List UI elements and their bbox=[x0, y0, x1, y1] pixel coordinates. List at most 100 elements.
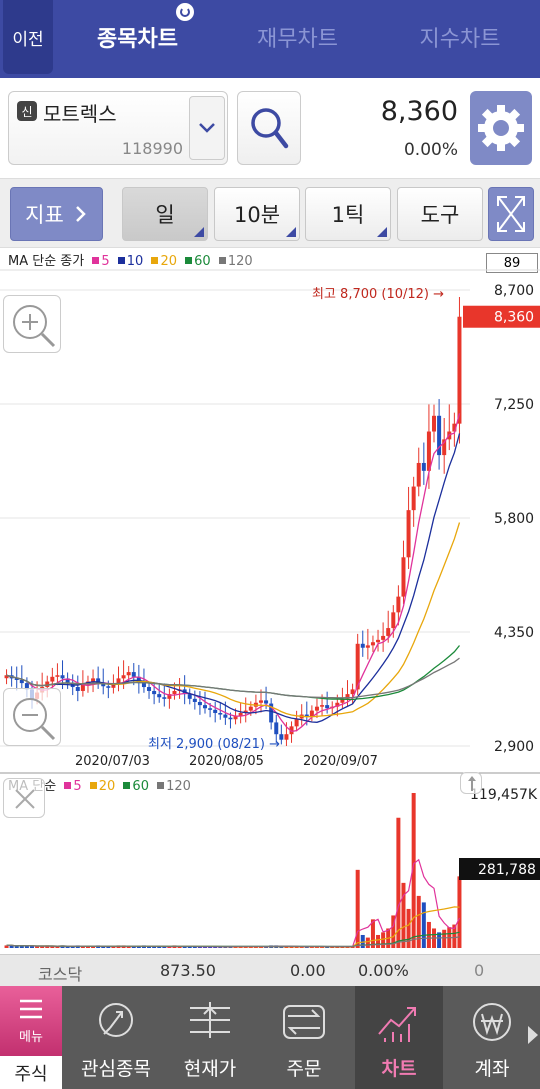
indicator-button[interactable]: 지표 bbox=[10, 187, 103, 241]
volume-bar bbox=[192, 946, 197, 948]
tools-button[interactable]: 도구 bbox=[397, 187, 483, 241]
ma120-legend: 120 bbox=[227, 254, 253, 269]
menu-top: 메뉴 bbox=[0, 986, 62, 1056]
candle-body bbox=[350, 689, 355, 695]
tab-financial-chart[interactable]: 재무차트 bbox=[257, 27, 338, 52]
visible-count-box[interactable]: 89 bbox=[486, 253, 538, 273]
search-button[interactable] bbox=[237, 91, 301, 165]
candle-body bbox=[416, 462, 421, 487]
zoom-out-button[interactable] bbox=[3, 688, 61, 746]
chart-area[interactable]: MA 단순 종가 5 10 20 60 120 89 8,700 7,250 5,8… bbox=[0, 248, 540, 954]
resize-panel-button[interactable] bbox=[460, 772, 482, 794]
x-tick-label: 2020/08/05 bbox=[189, 754, 264, 769]
volume-bar bbox=[279, 946, 284, 948]
expand-icon bbox=[497, 196, 525, 232]
volume-bar bbox=[401, 882, 406, 948]
candle-body bbox=[376, 639, 381, 643]
ma60-legend: 60 bbox=[194, 254, 211, 269]
nav-chart[interactable]: 차트 bbox=[355, 986, 443, 1089]
candle-body bbox=[213, 709, 218, 713]
candle-body bbox=[355, 643, 360, 690]
volume-bar bbox=[157, 946, 162, 948]
candle-body bbox=[157, 694, 162, 698]
candle-body bbox=[65, 678, 70, 684]
close-volume-button[interactable] bbox=[3, 778, 45, 818]
candle-body bbox=[401, 557, 406, 597]
candle-body bbox=[197, 701, 202, 706]
candle-body bbox=[320, 705, 325, 707]
candle-body bbox=[437, 415, 442, 456]
volume-bar bbox=[35, 946, 40, 948]
period-1tick-button[interactable]: 1틱 bbox=[305, 187, 391, 241]
stock-name: 모트렉스 bbox=[43, 102, 117, 126]
back-button[interactable]: 이전 bbox=[3, 0, 53, 74]
candle-body bbox=[192, 698, 197, 702]
volume-bar bbox=[29, 945, 34, 948]
period-10min-button[interactable]: 10분 bbox=[214, 187, 300, 241]
period-daily-button[interactable]: 일 bbox=[122, 187, 208, 241]
nav-order[interactable]: 주문 bbox=[260, 986, 348, 1089]
candle-body bbox=[24, 683, 29, 690]
stock-dropdown-button[interactable] bbox=[189, 96, 225, 160]
volume-max-label: 119,457K bbox=[470, 787, 538, 803]
candle-body bbox=[258, 700, 263, 703]
candle-body bbox=[411, 486, 416, 511]
candle-body bbox=[55, 675, 60, 677]
volume-bar bbox=[4, 945, 9, 948]
refresh-icon[interactable] bbox=[174, 1, 196, 23]
settings-button[interactable] bbox=[470, 91, 532, 165]
candle-body bbox=[360, 643, 365, 648]
new-badge: 신 bbox=[17, 101, 37, 121]
menu-button[interactable]: 메뉴 주식 bbox=[0, 986, 62, 1089]
tab-stock-chart[interactable]: 종목차트 bbox=[97, 27, 178, 52]
candle-body bbox=[4, 675, 9, 679]
nav-current-price[interactable]: 현재가 bbox=[166, 986, 254, 1089]
tab-index-chart[interactable]: 지수차트 bbox=[419, 27, 501, 52]
volume-bar bbox=[381, 932, 386, 948]
candle-body bbox=[442, 439, 447, 456]
current-price-tag-label: 8,360 bbox=[494, 310, 534, 326]
y-tick-label: 5,800 bbox=[494, 511, 534, 527]
stock-selector[interactable]: 신 모트렉스 118990 bbox=[8, 91, 228, 165]
nav-more-arrow[interactable] bbox=[528, 1026, 538, 1044]
candle-body bbox=[147, 687, 152, 691]
vol-ma60-legend: 60 bbox=[132, 779, 149, 794]
resize-arrow-icon bbox=[468, 776, 476, 791]
nav-watchlist[interactable]: 관심종목 bbox=[72, 986, 160, 1089]
y-tick-label: 7,250 bbox=[494, 397, 534, 413]
low-annotation: 최저 2,900 (08/21) → bbox=[148, 737, 280, 752]
vol-ma5-legend: 5 bbox=[73, 779, 82, 794]
zoom-in-button[interactable] bbox=[3, 295, 61, 353]
candle-body bbox=[121, 675, 126, 679]
price-legend-type: MA 단순 종가 bbox=[8, 254, 85, 269]
candle-body bbox=[365, 645, 370, 648]
ma10-line bbox=[6, 433, 461, 723]
vol-ma120-legend: 120 bbox=[166, 779, 191, 794]
nav-account[interactable]: 계좌 bbox=[448, 986, 536, 1089]
candle-body bbox=[19, 679, 24, 684]
volume-ma120-line bbox=[6, 936, 460, 947]
fullscreen-button[interactable] bbox=[488, 187, 534, 241]
candle-body bbox=[91, 678, 96, 682]
candle-body bbox=[50, 676, 55, 682]
candle-body bbox=[131, 672, 136, 677]
menu-label: 메뉴 bbox=[19, 1029, 43, 1045]
candle-body bbox=[218, 712, 223, 715]
candle-body bbox=[106, 686, 111, 688]
zoom-in-icon bbox=[13, 305, 56, 348]
x-tick-label: 2020/07/03 bbox=[75, 754, 150, 769]
stock-code: 118990 bbox=[121, 139, 183, 158]
volume-bar bbox=[162, 946, 167, 948]
candle-body bbox=[126, 672, 131, 676]
volume-bar bbox=[294, 946, 299, 948]
zoom-out-icon bbox=[13, 698, 56, 741]
index-change-percent: 0.00% bbox=[358, 961, 409, 980]
candle-body bbox=[45, 681, 50, 688]
search-icon bbox=[251, 108, 289, 149]
volume-bar bbox=[391, 915, 396, 948]
candle-body bbox=[325, 705, 330, 709]
volume-bar bbox=[182, 946, 187, 948]
volume-bar bbox=[40, 946, 45, 948]
nav-order-label: 주문 bbox=[286, 1058, 322, 1080]
volume-bar bbox=[416, 895, 421, 948]
